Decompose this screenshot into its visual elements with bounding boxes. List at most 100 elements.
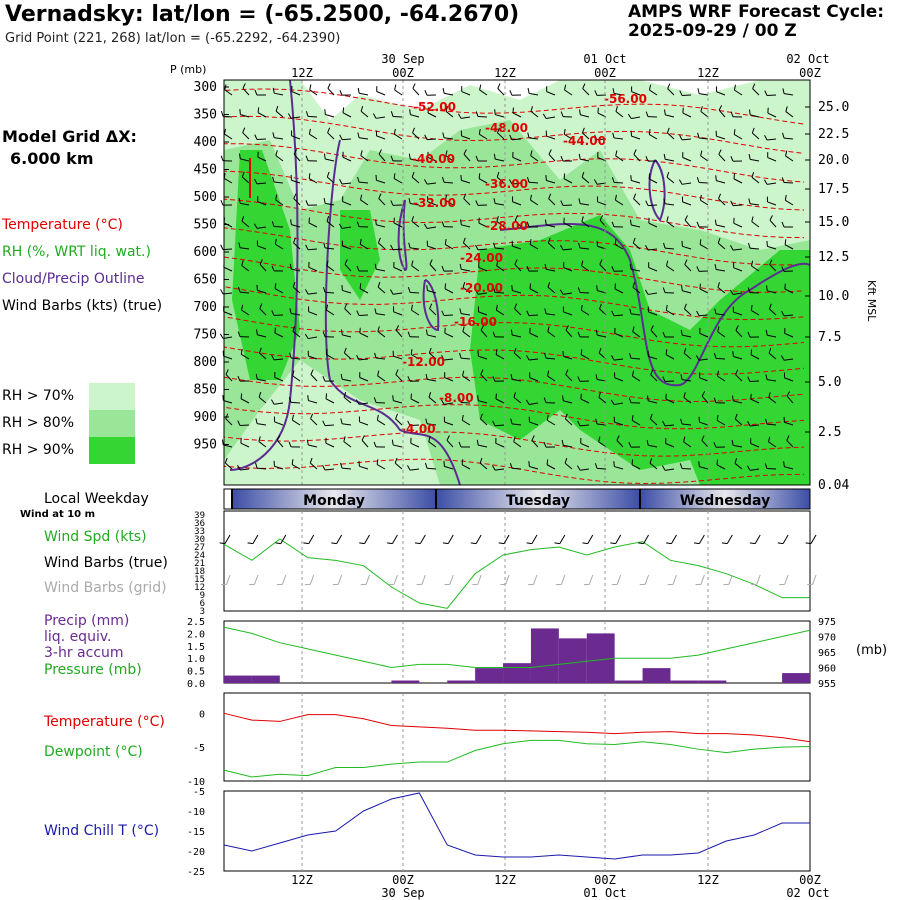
wind-barb-shaft [666,221,675,228]
wind-barb [254,89,267,96]
wind-barb-shaft [598,397,607,404]
wind-barb-shaft [324,291,335,294]
wind-barb-flag [496,260,499,266]
wind-barb-flag [444,372,446,378]
wind-barb [341,285,352,294]
wind-barb-flag [713,442,717,448]
wind-barb [733,84,743,96]
wind-barb [257,107,267,118]
wind-barb [530,106,539,118]
wind-barb-shaft [495,203,505,206]
wind-barb-shaft [632,375,641,382]
wind-barb-shaft [449,574,454,585]
wind-barb-flag [395,413,399,419]
wind-barb-shaft [547,375,556,382]
wind-barb-true [582,534,594,545]
wind-barb-shaft [717,242,726,250]
wind-barb-flag [681,285,683,291]
wind-barb-shaft [410,202,420,206]
wind-barb [647,351,658,360]
wind-barb-true [638,534,650,545]
wind-barb-shaft [395,418,403,426]
wind-barb-shaft [785,111,794,118]
wind-barb-flag [785,106,788,112]
wind-barb-flag [785,150,788,157]
wind-barb-flag [783,461,785,467]
wind-barb-flag [628,441,632,448]
wind-barb-flag [597,152,599,158]
bottom-hour-label: 00Z [594,873,616,887]
wind-barb-shaft [648,133,658,140]
wind-barb-flag [394,457,398,464]
wind-barb-flag [407,331,411,337]
wind-barb-flag [255,462,258,469]
bottom-hour-label: 12Z [494,873,516,887]
wind-barb-flag [461,86,463,92]
wind-barb-shaft [225,418,233,426]
wind-barb [715,175,726,184]
wind-barb-flag [526,355,530,361]
wind-barb-flag [293,149,298,155]
wind-barb-shaft [293,198,301,206]
wind-barb-flag [679,134,683,141]
wind-barb-flag [308,173,311,179]
precip-bar [503,663,531,683]
wind-barb [578,153,590,162]
wind-barb [580,349,590,360]
wind-barb [253,223,267,229]
wind-barb [630,130,641,140]
wind-barb-shaft [698,181,709,184]
wind-barb-flag [493,242,496,249]
wind-barb-shaft [614,421,624,426]
pressure-tick-label: 350 [194,108,217,123]
wind-barb-flag [306,439,309,446]
wind-barb-shaft [616,574,622,585]
wind-barb [310,413,318,426]
weekday-band [232,489,436,509]
wind-barb-shaft [274,421,284,426]
wind-barb-grid [556,574,566,586]
wind-barb [734,413,743,426]
wind-barb-shaft [445,110,454,118]
wind-barb [258,436,267,448]
wind-barb-flag [393,128,396,135]
wind-barb-flag [446,435,450,441]
wind-barb-flag [564,457,568,464]
wind-barb-shaft [699,332,709,338]
wind-barb-flag [426,285,428,291]
wind-barb [785,106,794,118]
wind-barb-flag [425,373,428,380]
wind-barb-shaft [393,292,403,295]
wind-barb-shaft [614,402,624,406]
wind-barb [292,370,301,382]
wind-barb [751,172,760,184]
height-tick-label: 20.0 [818,153,849,168]
wind-barb-shaft [291,179,301,184]
wind-barb-flag [750,393,752,400]
wind-barb-flag [429,259,433,265]
wind-barb-shaft [496,309,505,316]
wind-barb-shaft [308,292,318,295]
wind-barb-shaft [562,248,573,251]
wind-barb-flag [663,198,666,204]
wind-barb-flag [305,111,309,117]
wind-barb [309,457,318,470]
wind-barb-flag [681,196,684,202]
wind-barb-shaft [684,308,692,316]
cloud-outline [229,79,299,471]
wind-barb-shaft [512,290,522,294]
wind-barb [628,397,641,404]
weekday-label: Tuesday [506,493,570,509]
wind-barb [733,129,743,140]
wind-barb-flag [411,260,414,266]
wind-barb-shaft [580,158,590,162]
wind-barb-shaft [683,352,692,360]
wind-barb-flag [717,237,721,244]
wind-barb-flag [629,219,632,226]
precip-tick-label: 0.5 [187,667,205,678]
wind-barb-flag [237,464,241,471]
wind-barb [733,173,743,184]
wind-barb-flag [629,308,632,314]
wind-barb [714,264,726,272]
wind-barb-flag [463,193,467,199]
